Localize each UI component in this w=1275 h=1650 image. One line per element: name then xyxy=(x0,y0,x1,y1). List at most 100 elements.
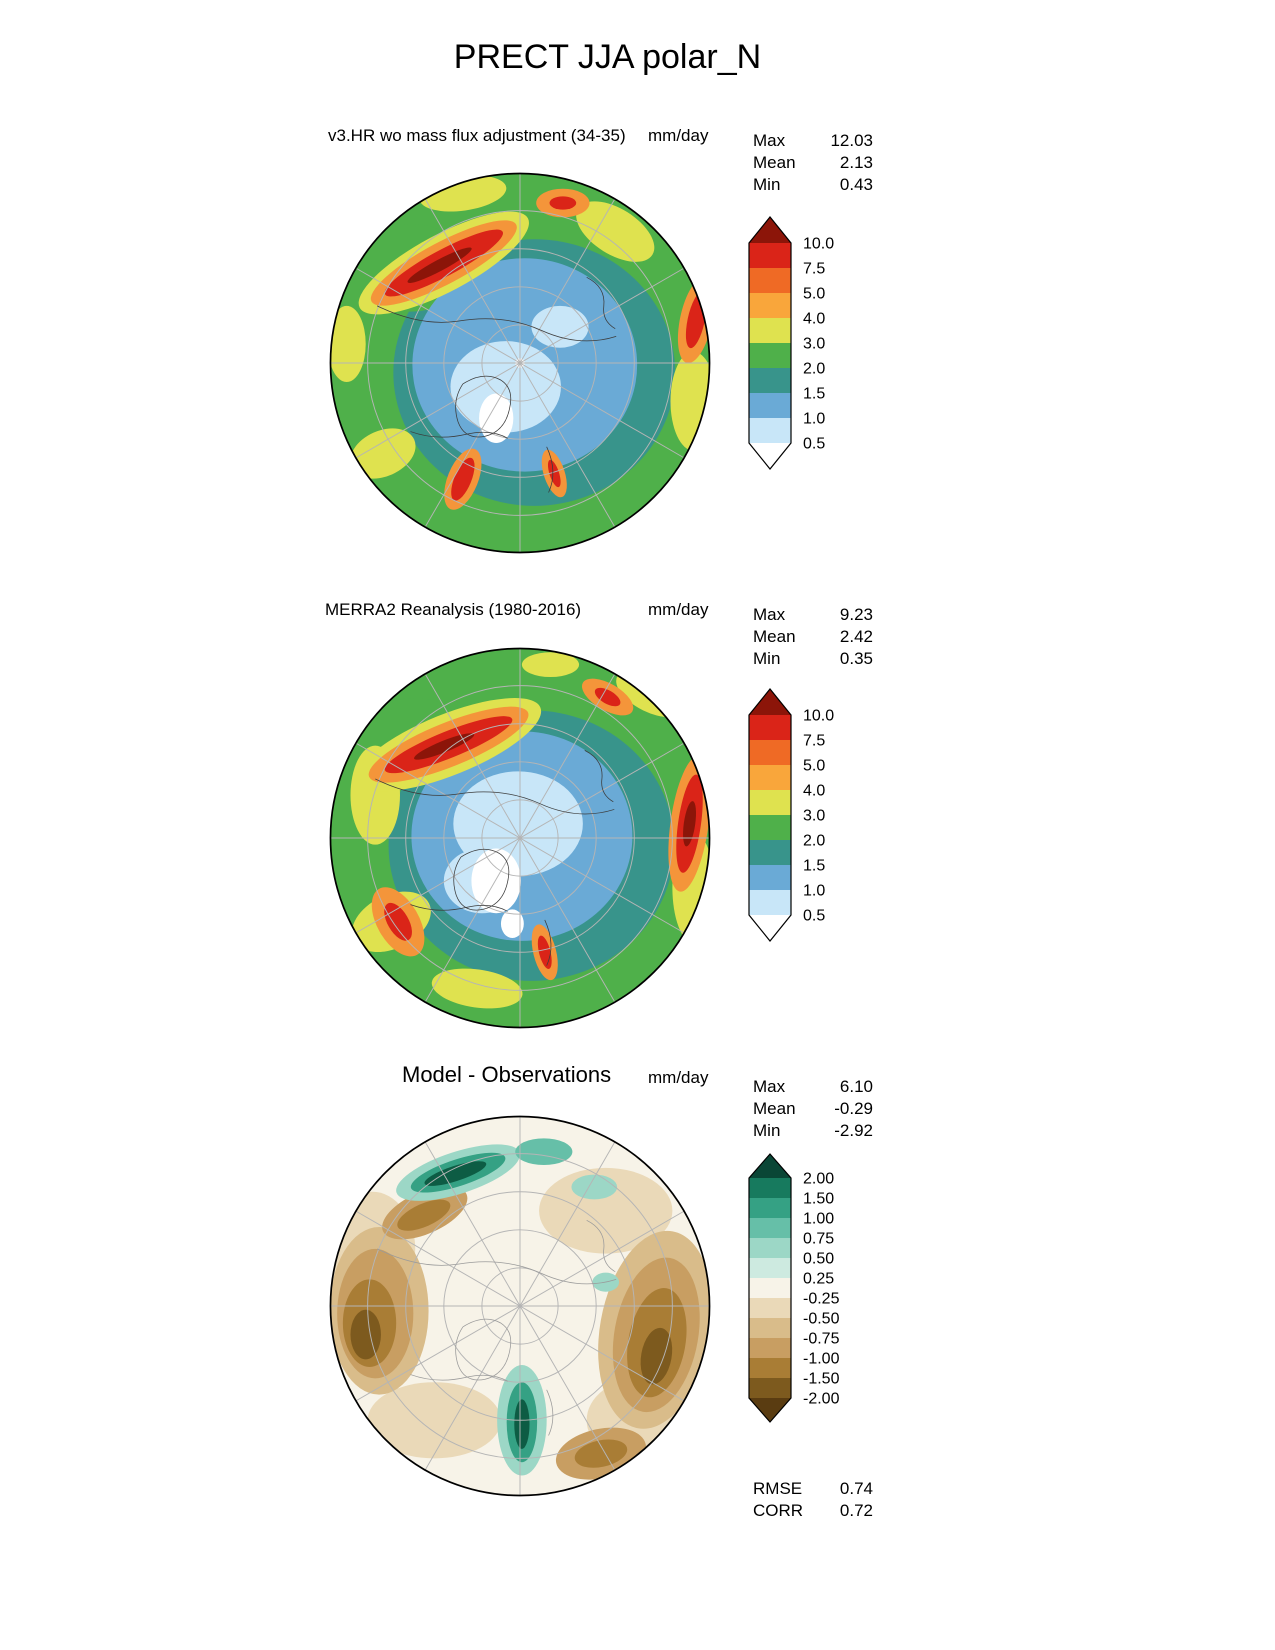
colorbar-segment xyxy=(749,1378,791,1398)
metric-row: CORR 0.72 xyxy=(753,1500,873,1522)
stat-value: 2.42 xyxy=(839,627,873,646)
colorbar-tick-label: 0.75 xyxy=(803,1231,834,1248)
colorbar-bottom-cap xyxy=(749,915,791,941)
colorbar-tick-label: 5.0 xyxy=(803,758,825,775)
stat-row: Max 12.03 xyxy=(753,130,873,152)
stat-row: Mean 2.13 xyxy=(753,152,873,174)
colorbar-precip-model: 10.0 7.5 5.0 4.0 3.0 2.0 1.5 1.0 0.5 xyxy=(748,216,852,475)
colorbar-tick-label: 3.0 xyxy=(803,808,825,825)
colorbar-top-cap xyxy=(749,689,791,715)
panel1-stats: Max 12.03 Mean 2.13 Min 0.43 xyxy=(753,130,873,196)
colorbar-bottom-cap xyxy=(749,443,791,469)
colorbar-segment xyxy=(749,1238,791,1258)
colorbar-precip-obs: 10.0 7.5 5.0 4.0 3.0 2.0 1.5 1.0 0.5 xyxy=(748,688,852,947)
stat-value: 6.10 xyxy=(839,1077,873,1096)
panel1-units: mm/day xyxy=(648,126,709,145)
colorbar-tick-label: 4.0 xyxy=(803,311,825,328)
panel2-stats: Max 9.23 Mean 2.42 Min 0.35 xyxy=(753,604,873,670)
map-outline xyxy=(329,647,711,1029)
colorbar-segment xyxy=(749,1358,791,1378)
colorbar-tick-label: 1.00 xyxy=(803,1211,834,1228)
map-diff xyxy=(320,1106,720,1506)
stat-value: 2.13 xyxy=(839,153,873,172)
colorbar-tick-label: 2.0 xyxy=(803,833,825,850)
colorbar-segment xyxy=(749,318,791,343)
map-outline xyxy=(329,172,711,554)
colorbar-tick-label: -1.50 xyxy=(803,1371,840,1388)
colorbar-tick-label: 0.5 xyxy=(803,908,825,925)
colorbar-top-cap xyxy=(749,1154,791,1178)
map-model-fill xyxy=(330,173,710,553)
colorbar-tick-label: 0.5 xyxy=(803,436,825,453)
colorbar-segment xyxy=(749,1278,791,1298)
colorbar-segment xyxy=(749,1338,791,1358)
stat-label: Mean xyxy=(753,153,796,172)
colorbar-tick-label: 10.0 xyxy=(803,236,834,253)
colorbar-tick-label: 3.0 xyxy=(803,336,825,353)
colorbar-segment xyxy=(749,368,791,393)
colorbar-tick-label: 10.0 xyxy=(803,708,834,725)
colorbar-segment xyxy=(749,1258,791,1278)
stat-row: Max 6.10 xyxy=(753,1076,873,1098)
colorbar-bottom-cap xyxy=(749,1398,791,1422)
stat-label: Min xyxy=(753,1121,781,1140)
graticule xyxy=(330,173,710,553)
map-model xyxy=(320,163,720,563)
colorbar-segment xyxy=(749,393,791,418)
colorbar-segment xyxy=(749,740,791,765)
colorbar-tick-label: 1.5 xyxy=(803,386,825,403)
colorbar-segment xyxy=(749,765,791,790)
colorbar-tick-label: -1.00 xyxy=(803,1351,840,1368)
colorbar-tick-label: 0.50 xyxy=(803,1251,834,1268)
colorbar-segment xyxy=(749,1198,791,1218)
stat-label: Mean xyxy=(753,627,796,646)
colorbar-segment xyxy=(749,865,791,890)
colorbar-diff: 2.00 1.50 1.00 0.75 0.50 0.25 -0.25 -0.50 -0.75 -… xyxy=(748,1153,852,1428)
colorbar-tick-label: 2.0 xyxy=(803,361,825,378)
colorbar-tick-label: 1.0 xyxy=(803,411,825,428)
colorbar-segment xyxy=(749,840,791,865)
colorbar-tick-label: -0.25 xyxy=(803,1291,840,1308)
stat-label: Max xyxy=(753,1077,786,1096)
map-obs-svg xyxy=(329,647,711,1029)
colorbar-segment xyxy=(749,1298,791,1318)
stat-value: 0.35 xyxy=(839,649,873,668)
stat-value: -0.29 xyxy=(834,1099,873,1118)
stat-row: Max 9.23 xyxy=(753,604,873,626)
stat-value: 0.43 xyxy=(839,175,873,194)
colorbar-segment xyxy=(749,1178,791,1198)
colorbar-segment xyxy=(749,343,791,368)
stat-label: Mean xyxy=(753,1099,796,1118)
colorbar-segment xyxy=(749,815,791,840)
map-obs-fill xyxy=(330,648,710,1028)
colorbar-tick-label: -2.00 xyxy=(803,1391,840,1408)
metric-value: 0.72 xyxy=(839,1501,873,1520)
colorbar-segment xyxy=(749,243,791,268)
panel2-units: mm/day xyxy=(648,600,709,619)
colorbar-tick-label: -0.50 xyxy=(803,1311,840,1328)
coastlines xyxy=(376,1219,617,1436)
graticule xyxy=(330,1116,710,1496)
map-diff-fill xyxy=(330,1116,710,1496)
graticule xyxy=(330,648,710,1028)
colorbar-segment xyxy=(749,890,791,915)
metric-value: 0.74 xyxy=(839,1479,873,1498)
stat-value: -2.92 xyxy=(834,1121,873,1140)
colorbar-segment xyxy=(749,1318,791,1338)
colorbar-tick-label: -0.75 xyxy=(803,1331,840,1348)
colorbar-tick-label: 5.0 xyxy=(803,286,825,303)
panel3-title: Model - Observations xyxy=(402,1062,612,1087)
colorbar-segment xyxy=(749,715,791,740)
colorbar-tick-label: 7.5 xyxy=(803,733,825,750)
colorbar-segment xyxy=(749,1218,791,1238)
stat-row: Min 0.43 xyxy=(753,174,873,196)
colorbar-tick-label: 4.0 xyxy=(803,783,825,800)
metric-row: RMSE 0.74 xyxy=(753,1478,873,1500)
colorbar-outline xyxy=(748,1153,792,1423)
colorbar-segment xyxy=(749,790,791,815)
colorbar-outline xyxy=(748,688,792,942)
stat-label: Min xyxy=(753,175,781,194)
map-model-svg xyxy=(329,172,711,554)
map-diff-svg xyxy=(329,1115,711,1497)
